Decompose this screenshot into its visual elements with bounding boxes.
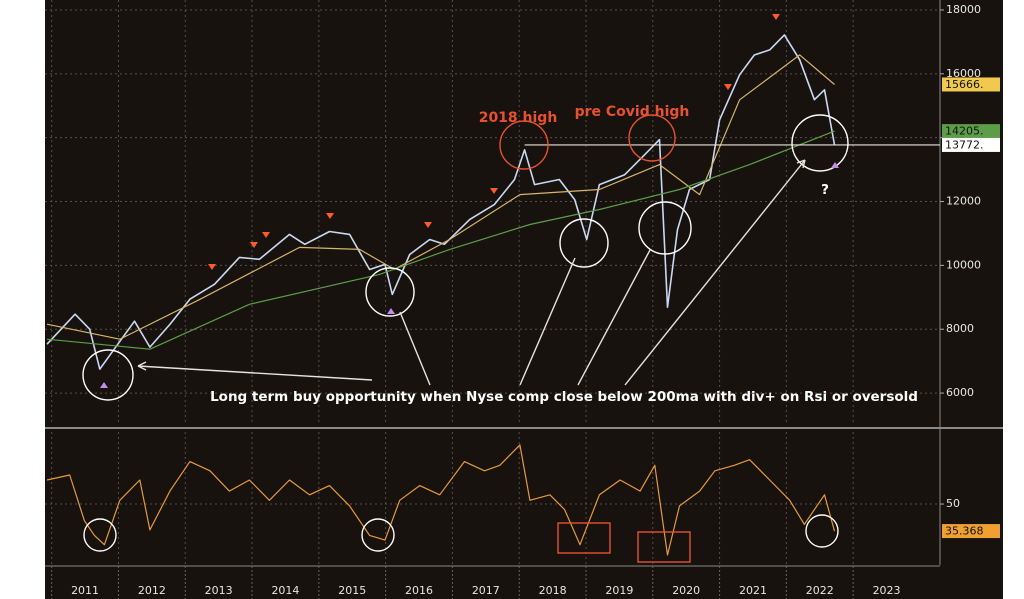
price-tag [942,137,1000,152]
plot-area: 60008000100001200014000160001800015666.1… [45,0,1000,599]
circle [83,518,117,552]
circle [361,518,395,552]
price-tag [942,524,1000,539]
annotation: 2018 high [479,110,558,126]
chart-background [45,0,1003,599]
y-tick-label: 8000 [946,322,974,335]
y-tick-label: 18000 [946,3,981,16]
x-tick-label: 2022 [806,584,834,597]
y-tick-label: 6000 [946,386,974,399]
series-line [46,444,836,556]
arrow-head [137,159,806,371]
y-tick-label: 16000 [946,67,981,80]
x-tick-label: 2017 [472,584,500,597]
x-tick-label: 2016 [405,584,433,597]
y-tick-label: 10000 [946,258,981,271]
annotation-shapes [82,114,849,563]
circle [791,114,849,172]
x-tick-label: 2020 [672,584,700,597]
circle [82,349,134,401]
series-line [46,130,835,350]
series-line [46,54,835,340]
circle [499,120,549,170]
x-tick-label: 2023 [873,584,901,597]
price-tag-label: 15666. [945,78,984,91]
box [557,522,611,554]
circle [365,267,415,317]
y-tick-label: 12000 [946,195,981,208]
price-tag-label: 35.368 [945,525,984,538]
arrow-line [137,159,806,386]
price-tag [942,124,1000,139]
price-tag [942,77,1000,92]
circle [805,514,839,548]
x-tick-label: 2015 [338,584,366,597]
box [637,531,691,563]
circle [559,218,609,268]
x-tick-label: 2013 [205,584,233,597]
circle [638,201,692,255]
x-tick-label: 2012 [138,584,166,597]
price-tag-label: 14205. [945,125,984,138]
annotation: pre Covid high [575,104,690,120]
annotation: Long term buy opportunity when Nyse comp… [210,389,918,405]
x-tick-label: 2014 [271,584,299,597]
circle [628,114,676,162]
price-tag-label: 13772. [945,138,984,151]
y-tick-label: 50 [946,497,960,510]
x-tick-label: 2019 [605,584,633,597]
x-tick-label: 2011 [71,584,99,597]
annotation: ? [821,182,829,198]
x-tick-label: 2021 [739,584,767,597]
x-tick-label: 2018 [539,584,567,597]
